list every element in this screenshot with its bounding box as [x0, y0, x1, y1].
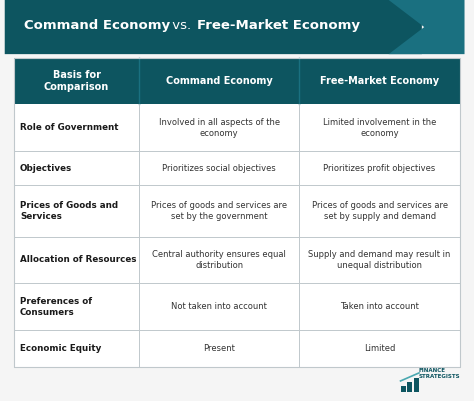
FancyBboxPatch shape — [414, 378, 419, 392]
Text: vs.: vs. — [168, 18, 196, 32]
Text: Objectives: Objectives — [20, 164, 72, 172]
Text: Command Economy: Command Economy — [166, 76, 273, 86]
Text: Limited: Limited — [364, 344, 395, 353]
Text: Command Economy: Command Economy — [24, 18, 170, 32]
FancyBboxPatch shape — [14, 330, 460, 367]
Text: Prioritizes social objectives: Prioritizes social objectives — [162, 164, 276, 172]
FancyBboxPatch shape — [14, 104, 460, 151]
FancyBboxPatch shape — [5, 0, 422, 54]
Polygon shape — [389, 0, 465, 54]
Text: Not taken into account: Not taken into account — [171, 302, 267, 312]
FancyBboxPatch shape — [14, 151, 460, 185]
Text: Allocation of Resources: Allocation of Resources — [20, 255, 137, 265]
Text: Prices of goods and services are
set by the government: Prices of goods and services are set by … — [151, 200, 287, 221]
FancyBboxPatch shape — [14, 237, 460, 284]
Text: Central authority ensures equal
distribution: Central authority ensures equal distribu… — [152, 250, 286, 270]
Text: Prices of Goods and
Services: Prices of Goods and Services — [20, 200, 118, 221]
Text: Present: Present — [203, 344, 235, 353]
Text: Preferences of
Consumers: Preferences of Consumers — [20, 297, 92, 317]
Text: Involved in all aspects of the
economy: Involved in all aspects of the economy — [159, 117, 280, 138]
FancyBboxPatch shape — [14, 185, 460, 237]
Text: Role of Government: Role of Government — [20, 123, 118, 132]
Text: Economic Equity: Economic Equity — [20, 344, 101, 353]
Text: Supply and demand may result in
unequal distribution: Supply and demand may result in unequal … — [309, 250, 451, 270]
FancyBboxPatch shape — [401, 386, 406, 392]
Text: Taken into account: Taken into account — [340, 302, 419, 312]
Text: FINANCE
STRATEGISTS: FINANCE STRATEGISTS — [418, 368, 460, 379]
FancyBboxPatch shape — [14, 284, 460, 330]
Text: Free-Market Economy: Free-Market Economy — [320, 76, 439, 86]
Text: Free-Market Economy: Free-Market Economy — [197, 18, 360, 32]
Text: Basis for
Comparison: Basis for Comparison — [44, 70, 109, 92]
Text: Prices of goods and services are
set by supply and demand: Prices of goods and services are set by … — [311, 200, 447, 221]
Text: Limited involvement in the
economy: Limited involvement in the economy — [323, 117, 436, 138]
Text: Prioritizes profit objectives: Prioritizes profit objectives — [323, 164, 436, 172]
FancyBboxPatch shape — [14, 58, 460, 104]
FancyBboxPatch shape — [407, 382, 412, 392]
